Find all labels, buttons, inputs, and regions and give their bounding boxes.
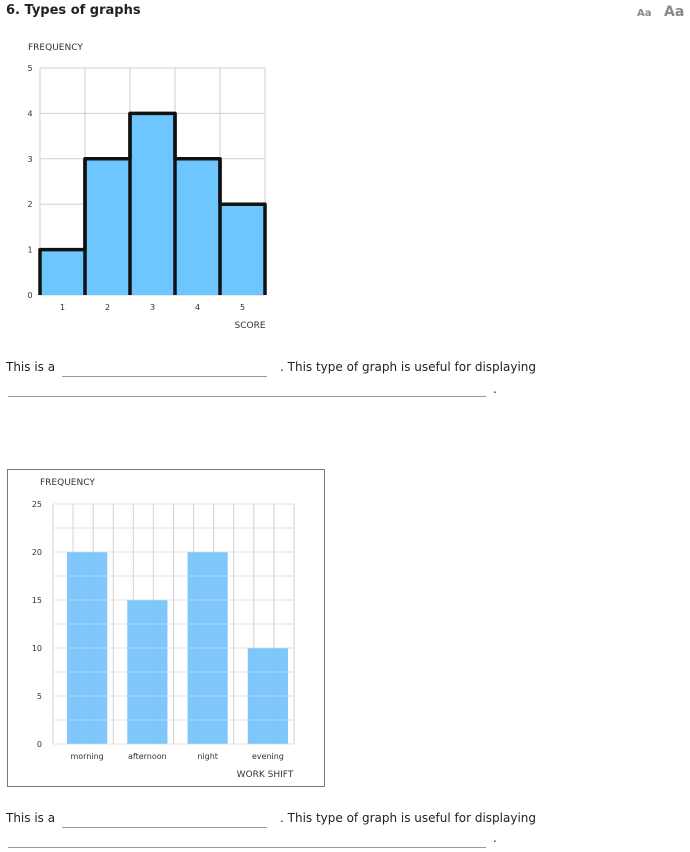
bar-chart-x-axis-title: WORK SHIFT xyxy=(237,770,294,780)
histogram-y-tick-label: 2 xyxy=(27,200,32,209)
bar-chart-x-tick-label: morning xyxy=(70,752,103,761)
sentence-2-end: . xyxy=(493,831,497,845)
histogram-y-tick-label: 0 xyxy=(27,291,32,300)
histogram-x-ticks: 1 2 3 4 5 xyxy=(60,303,245,312)
graph-type-answer-1[interactable] xyxy=(62,362,267,377)
histogram-x-tick-label: 4 xyxy=(195,303,200,312)
bar-chart-x-tick-label: evening xyxy=(252,752,284,761)
bar-chart-y-ticks: 0 5 10 15 20 25 xyxy=(32,500,42,749)
bar-chart-x-tick-label: night xyxy=(197,752,218,761)
bar-chart-y-axis-title: FREQUENCY xyxy=(40,478,95,488)
histogram-y-tick-label: 3 xyxy=(27,155,32,164)
histogram-x-tick-label: 3 xyxy=(150,303,155,312)
histogram-x-tick-label: 2 xyxy=(105,303,110,312)
graph-use-answer-1[interactable] xyxy=(8,382,486,397)
sentence-1-prefix: This is a xyxy=(6,360,56,374)
histogram-x-axis-title: SCORE xyxy=(234,321,265,331)
bar-chart-bar xyxy=(187,552,228,744)
histogram-bar xyxy=(175,158,220,295)
histogram-bar xyxy=(40,249,85,295)
bar-chart-bars xyxy=(53,503,294,745)
bar-chart-bar xyxy=(127,600,168,744)
bar-chart-y-tick-label: 20 xyxy=(32,548,42,557)
bar-chart-x-tick-label: afternoon xyxy=(128,752,167,761)
bar-chart-x-ticks: morning afternoon night evening xyxy=(70,752,283,761)
histogram-x-tick-label: 5 xyxy=(240,303,245,312)
histogram-y-tick-label: 1 xyxy=(27,246,32,255)
histogram-x-tick-label: 1 xyxy=(60,303,65,312)
bar-chart-y-tick-label: 15 xyxy=(32,596,42,605)
graph-use-answer-2[interactable] xyxy=(8,833,486,848)
histogram-bar xyxy=(130,113,175,296)
sentence-2-middle: . This type of graph is useful for displ… xyxy=(280,811,537,825)
bar-chart-bar xyxy=(247,648,288,744)
bar-chart-y-tick-label: 0 xyxy=(37,740,42,749)
question-title: 6. Types of graphs xyxy=(6,3,141,18)
histogram-bar xyxy=(85,158,130,295)
bar-chart-frame xyxy=(7,469,325,787)
font-size-large-button[interactable]: Aa xyxy=(664,4,685,20)
font-size-small-button[interactable]: Aa xyxy=(637,8,652,19)
histogram-bar xyxy=(220,204,265,295)
histogram-y-axis-title: FREQUENCY xyxy=(28,43,83,53)
histogram-outline xyxy=(38,111,267,295)
sentence-2-prefix: This is a xyxy=(6,811,56,825)
histogram-y-tick-label: 5 xyxy=(27,64,32,73)
sentence-1-end: . xyxy=(493,382,497,396)
histogram-y-ticks: 0 1 2 3 4 5 xyxy=(27,64,32,300)
histogram-chart: 0 1 2 3 4 5 1 2 3 4 5 FREQUENCY SCORE xyxy=(27,43,267,331)
bar-chart-y-tick-label: 25 xyxy=(32,500,42,509)
histogram-bars xyxy=(38,111,267,296)
bar-chart-y-tick-label: 5 xyxy=(37,692,42,701)
histogram-y-tick-label: 4 xyxy=(27,109,32,118)
graph-type-answer-2[interactable] xyxy=(62,813,267,828)
sentence-1-middle: . This type of graph is useful for displ… xyxy=(280,360,537,374)
bar-chart-bar xyxy=(67,552,108,744)
bar-chart-y-tick-label: 10 xyxy=(32,644,42,653)
